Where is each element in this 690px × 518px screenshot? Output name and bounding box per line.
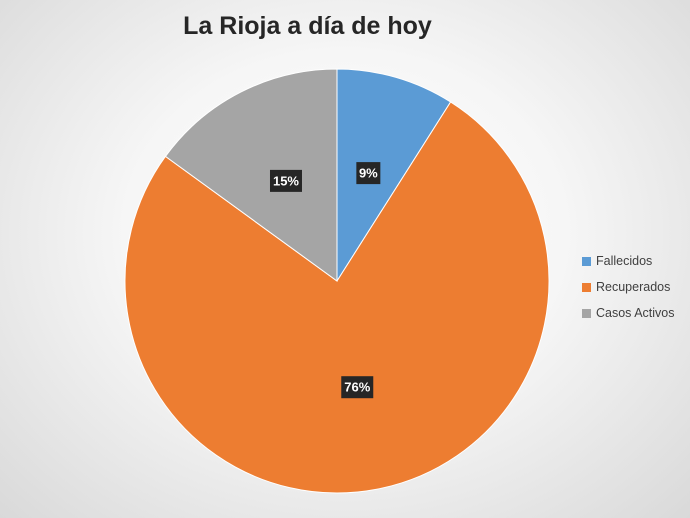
svg-text:9%: 9% <box>359 166 378 181</box>
pie-slice-fallecidos <box>336 68 452 283</box>
legend-item-fallecidos: Fallecidos <box>582 248 675 274</box>
svg-text:76%: 76% <box>344 380 370 395</box>
data-label-recuperados: 76% <box>341 376 374 399</box>
legend-label: Fallecidos <box>596 254 653 268</box>
legend-swatch <box>582 282 591 292</box>
svg-text:15%: 15% <box>273 173 299 188</box>
legend-swatch <box>582 256 591 266</box>
legend-item-casos-activos: Casos Activos <box>582 300 675 326</box>
data-label-casos-activos: 15% <box>269 169 302 192</box>
legend-item-recuperados: Recuperados <box>582 274 675 300</box>
pie-slice-recuperados <box>124 101 550 494</box>
legend-label: Casos Activos <box>596 306 675 320</box>
legend-swatch <box>582 308 591 318</box>
chart-title: La Rioja a día de hoy <box>183 12 432 40</box>
pie-slice-casos-activos <box>164 68 338 282</box>
legend: Fallecidos Recuperados Casos Activos <box>582 248 675 326</box>
legend-label: Recuperados <box>596 280 671 294</box>
data-label-fallecidos: 9% <box>356 162 381 185</box>
